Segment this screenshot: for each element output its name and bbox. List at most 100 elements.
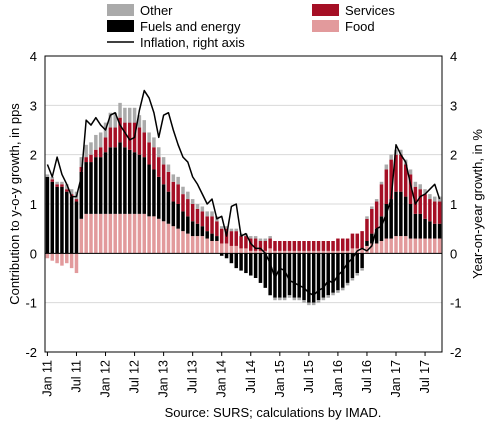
bar-segment-services bbox=[195, 208, 200, 224]
bar-segment-other bbox=[413, 181, 418, 187]
bar-segment-fuels bbox=[176, 204, 180, 229]
bar-segment-fuels bbox=[171, 201, 176, 227]
left-tick-label: 0 bbox=[30, 246, 37, 261]
left-tick-label: -2 bbox=[25, 345, 37, 360]
bar-segment-other bbox=[118, 102, 122, 118]
bar-segment-food bbox=[157, 218, 161, 254]
bar-segment-other bbox=[79, 157, 84, 167]
bar-segment-other bbox=[200, 206, 205, 212]
bar-segment-other bbox=[432, 196, 437, 202]
legend-label-services: Services bbox=[345, 3, 395, 18]
bar-segment-services bbox=[89, 154, 93, 163]
bar-segment-services bbox=[205, 216, 209, 232]
bar-segment-other bbox=[428, 194, 432, 200]
bar-segment-services bbox=[287, 241, 292, 251]
bar-segment-other bbox=[350, 278, 355, 281]
bar-segment-fuels bbox=[428, 221, 432, 239]
bar-segment-other bbox=[278, 297, 282, 301]
bar-segment-other bbox=[297, 297, 301, 301]
bar-segment-services bbox=[350, 233, 355, 249]
bar-segment-fuels bbox=[210, 233, 214, 241]
bar-segment-services bbox=[103, 137, 108, 153]
bar-segment-services bbox=[374, 201, 379, 229]
bar-segment-other bbox=[137, 115, 142, 128]
legend: Other Services Fuels and energy Food Inf… bbox=[107, 3, 395, 50]
bar-segment-food bbox=[253, 250, 258, 254]
bar-segment-services bbox=[307, 241, 311, 251]
bar-segment-food bbox=[224, 243, 229, 254]
bar-segment-services bbox=[258, 241, 263, 251]
bar-segment-food bbox=[282, 250, 287, 254]
legend-label-inflation: Inflation, right axis bbox=[140, 35, 245, 50]
bar-segment-services bbox=[137, 127, 142, 155]
bar-segment-food bbox=[307, 250, 311, 254]
bar-segment-services bbox=[331, 241, 335, 251]
bar-segment-other bbox=[321, 297, 326, 301]
bar-segment-food bbox=[137, 213, 142, 254]
bar-segment-other bbox=[370, 206, 374, 209]
bar-segment-food bbox=[341, 250, 345, 254]
bar-segment-food bbox=[336, 250, 340, 254]
bar-segment-food bbox=[350, 248, 355, 254]
bar-segment-services bbox=[84, 157, 88, 163]
bar-segment-fuels bbox=[190, 221, 195, 237]
bar-segment-food bbox=[258, 250, 263, 254]
bar-segment-other bbox=[142, 120, 146, 133]
bar-segment-other bbox=[205, 211, 209, 217]
bar-segment-other bbox=[336, 290, 340, 293]
bar-segment-services bbox=[210, 216, 214, 234]
x-tick-label: Jul 14 bbox=[244, 360, 258, 393]
bar-segment-food bbox=[79, 218, 84, 254]
bar-segment-services bbox=[428, 199, 432, 222]
source-note: Source: SURS; calculations by IMAD. bbox=[165, 405, 382, 420]
bar-segment-food bbox=[166, 223, 171, 254]
bar-segment-fuels bbox=[268, 253, 272, 296]
bar-segment-services bbox=[437, 201, 442, 224]
bar-segment-food bbox=[205, 238, 209, 254]
bar-segment-services bbox=[239, 236, 243, 249]
bar-segment-fuels bbox=[278, 253, 282, 298]
bar-segment-food bbox=[234, 245, 238, 254]
right-tick-label: -1 bbox=[450, 296, 462, 311]
bar-segment-other bbox=[108, 112, 113, 128]
bar-segment-food bbox=[108, 213, 113, 254]
bar-segment-fuels bbox=[103, 152, 108, 214]
bar-segment-fuels bbox=[418, 213, 422, 239]
bar-segment-fuels bbox=[244, 253, 248, 274]
bar-segment-other bbox=[181, 186, 185, 195]
x-tick-label: Jul 17 bbox=[418, 360, 432, 393]
x-tick-label: Jul 11 bbox=[70, 360, 84, 392]
bar-segment-services bbox=[244, 236, 248, 249]
bar-segment-other bbox=[190, 199, 195, 204]
bar-segment-food bbox=[302, 250, 306, 254]
bar-segment-fuels bbox=[118, 142, 122, 214]
bar-segment-fuels bbox=[258, 253, 263, 283]
bar-segment-food bbox=[244, 248, 248, 254]
bar-segment-other bbox=[253, 236, 258, 239]
bar-segment-food bbox=[326, 250, 330, 254]
bar-segment-food bbox=[200, 236, 205, 254]
bar-segment-fuels bbox=[234, 253, 238, 269]
bar-segment-food bbox=[50, 253, 55, 261]
bar-segment-services bbox=[423, 194, 427, 219]
bar-segment-fuels bbox=[360, 253, 364, 269]
bar-segment-services bbox=[142, 132, 146, 158]
bar-segment-food bbox=[399, 236, 403, 254]
bar-segment-food bbox=[113, 213, 117, 254]
right-tick-label: 0 bbox=[450, 246, 457, 261]
bar-segment-fuels bbox=[321, 253, 326, 298]
bar-segment-food bbox=[297, 250, 301, 254]
bar-segment-fuels bbox=[94, 157, 98, 214]
bar-segment-fuels bbox=[249, 253, 253, 276]
bar-segment-services bbox=[74, 199, 79, 202]
bar-segment-fuels bbox=[219, 253, 224, 256]
bar-segment-food bbox=[418, 238, 422, 254]
bar-segment-services bbox=[311, 241, 316, 251]
bar-segment-services bbox=[345, 238, 350, 251]
bar-segment-food bbox=[132, 213, 137, 254]
bar-segment-food bbox=[65, 253, 69, 264]
bar-segment-services bbox=[200, 211, 205, 227]
bar-segment-services bbox=[282, 241, 287, 251]
bar-segment-food bbox=[428, 238, 432, 254]
